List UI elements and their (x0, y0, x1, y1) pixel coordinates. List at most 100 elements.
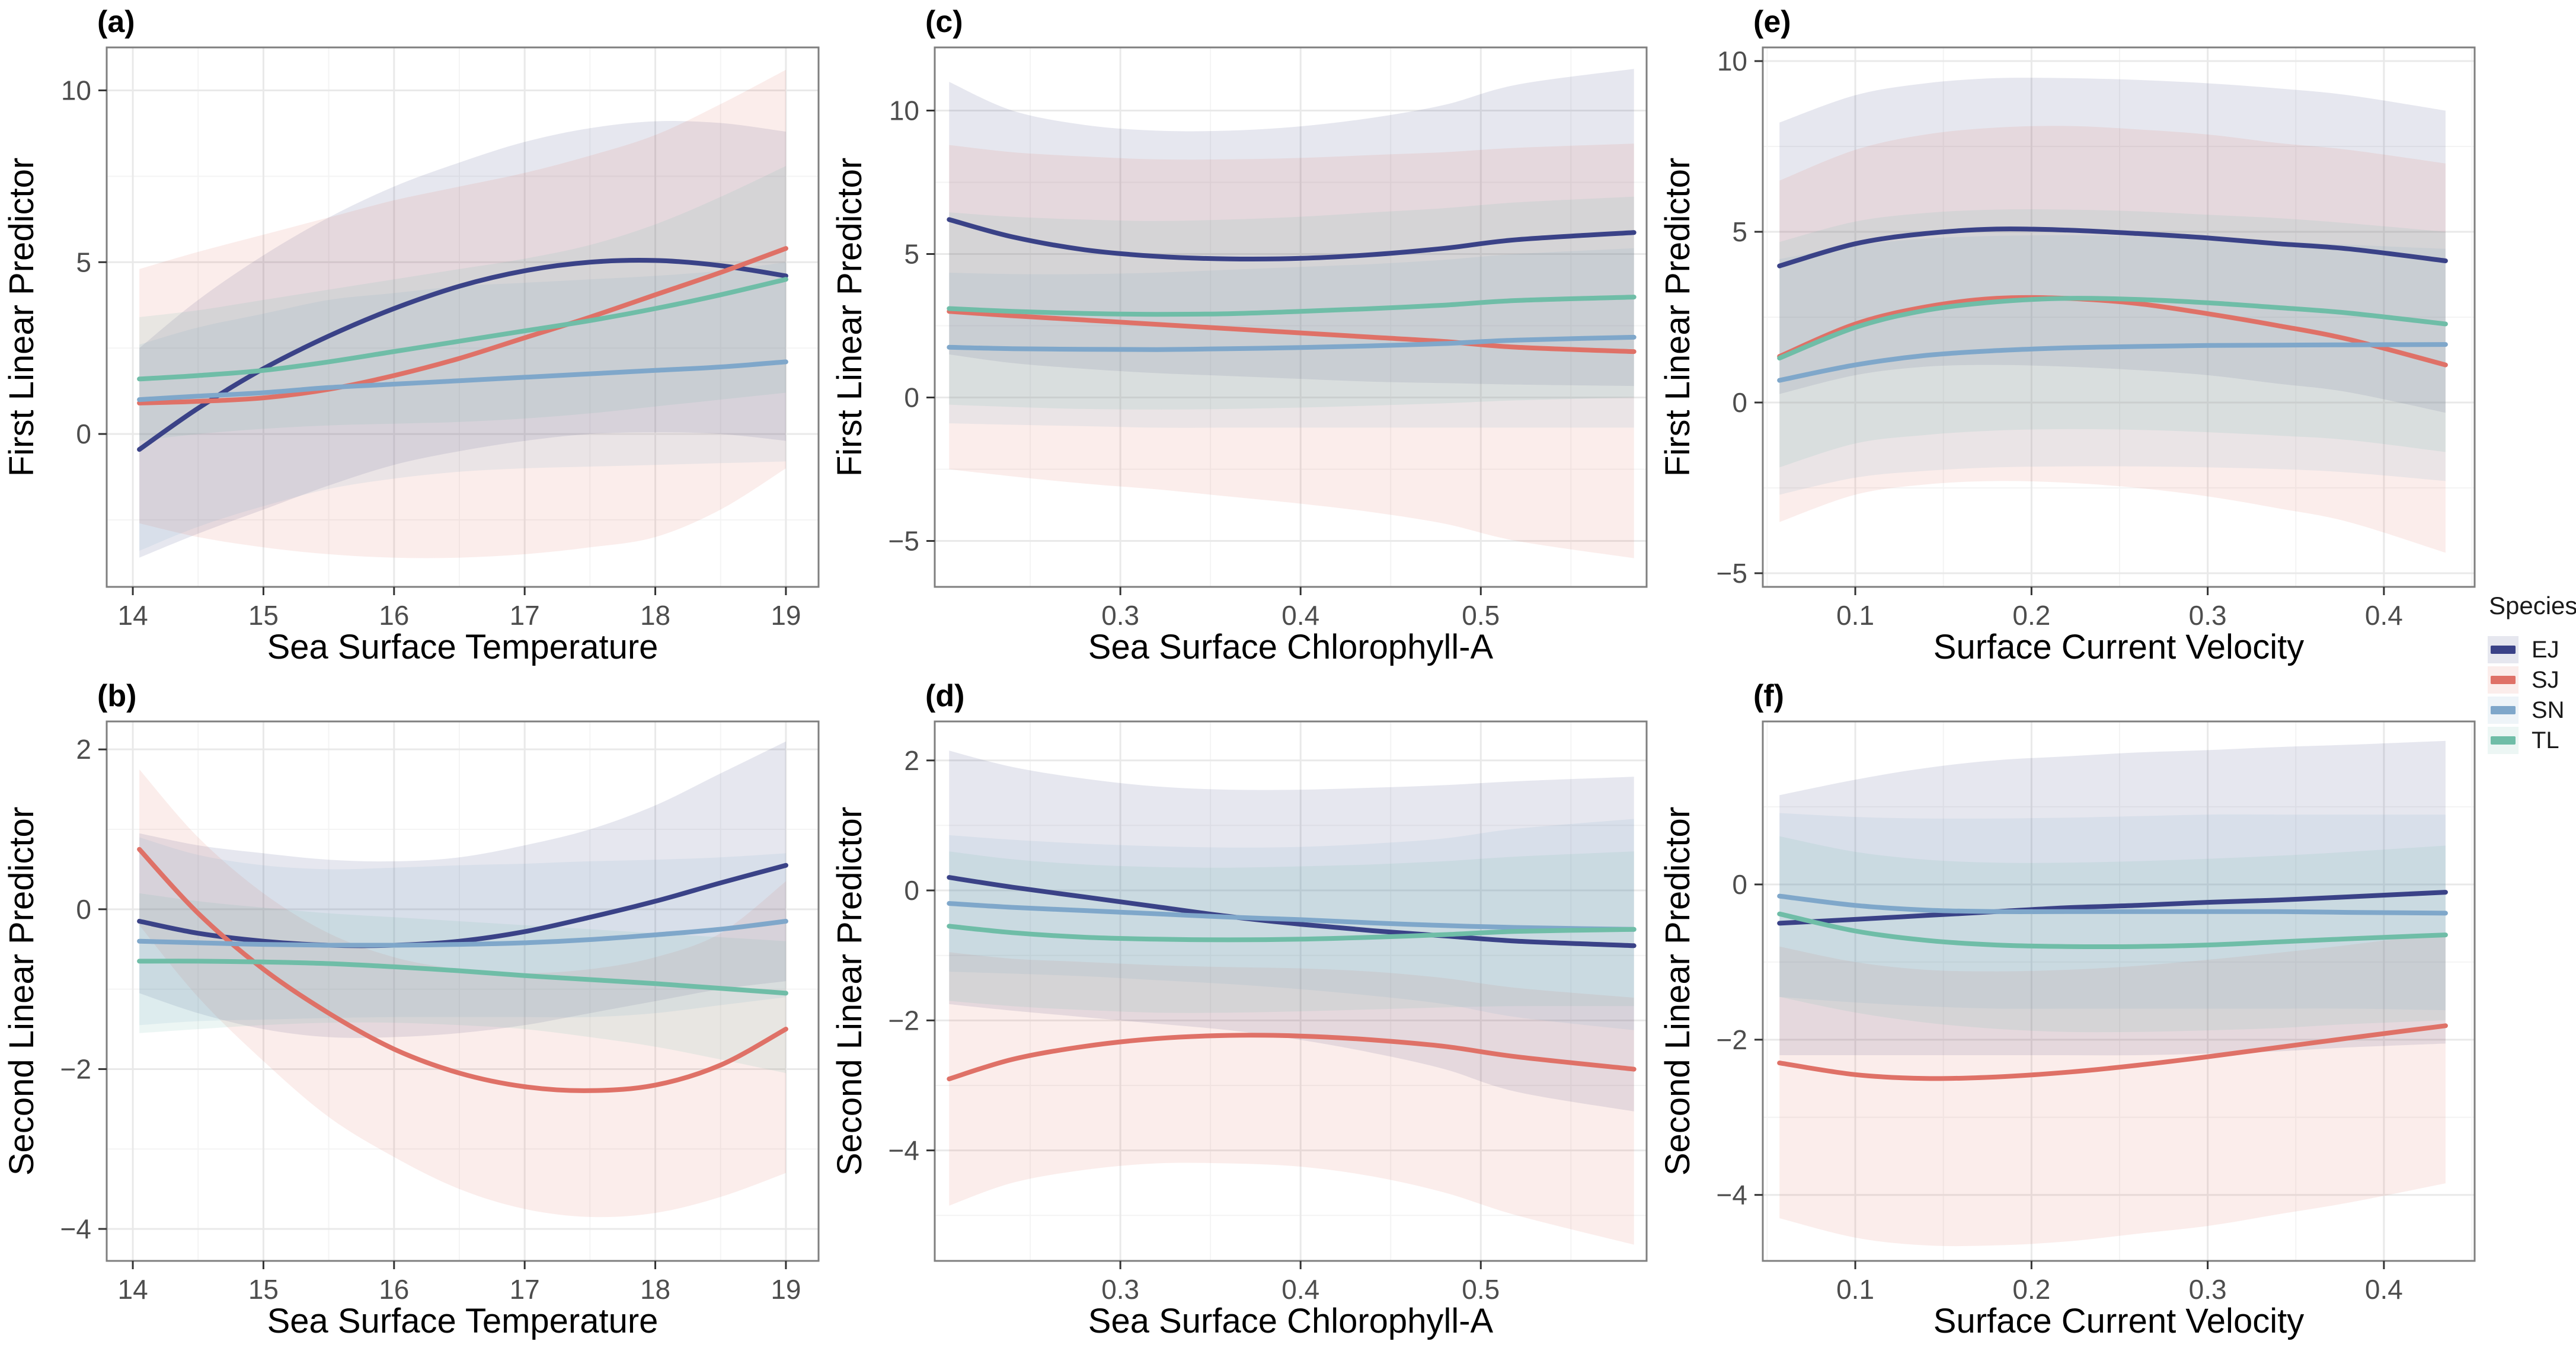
y-tick-label: −4 (1717, 1180, 1747, 1211)
legend-entries: EJ SJ SN TL (2488, 633, 2565, 757)
panel-a: 14 15 16 17 18 19 0 5 10 Sea Surface Temperature F… (0, 0, 828, 674)
ribbon-SJ (949, 952, 1634, 1245)
ribbon-EJ (1779, 78, 2446, 413)
gridlines (935, 721, 1647, 1261)
legend-entry-label: SN (2532, 697, 2565, 723)
panel-d: 0.3 0.4 0.5 −4 −2 0 2 Sea Surface Chlorophyll-A… (828, 674, 1656, 1348)
x-tick-label: 0.4 (2365, 1274, 2403, 1305)
y-tick-label: 0 (904, 382, 919, 413)
legend: Species EJ SJ SN TL (2484, 0, 2576, 1349)
panel-f-chart: 0.1 0.2 0.3 0.4 −4 −2 0 Surface Current Velocit… (1658, 679, 2476, 1340)
y-tick-label: −5 (889, 526, 919, 557)
axes: 14 15 16 17 18 19 0 5 10 (61, 75, 801, 631)
x-tick-label: 16 (379, 1274, 409, 1305)
fitted-curves (947, 875, 1637, 1081)
ribbon-SN (1779, 235, 2446, 495)
ribbon-SJ (1779, 932, 2446, 1247)
legend-entry-SN: SN (2488, 697, 2565, 724)
x-tick-label: 0.3 (1101, 600, 1139, 631)
x-tick-label: 18 (640, 600, 670, 631)
axes: 0.3 0.4 0.5 −4 −2 0 2 (889, 745, 1500, 1305)
panel-c: 0.3 0.4 0.5 −5 0 5 10 Sea Surface Chlorophyll-A… (828, 0, 1656, 674)
ribbon-EJ (949, 750, 1634, 1112)
axes: 0.1 0.2 0.3 0.4 −4 −2 0 (1717, 869, 2403, 1305)
y-tick-label: −2 (60, 1053, 91, 1084)
x-tick-label: 17 (510, 600, 540, 631)
curve-SN (1777, 893, 2448, 916)
legend-entry-TL: TL (2488, 727, 2565, 754)
ribbon-TL (949, 196, 1634, 410)
panel-e-chart: 0.1 0.2 0.3 0.4 −5 0 5 10 Surface Current Veloci… (1658, 5, 2476, 666)
panel-border (106, 46, 820, 588)
x-tick-label: 14 (117, 1274, 148, 1305)
x-tick-label: 0.1 (1836, 600, 1874, 631)
panel-tag: (c) (925, 5, 963, 39)
curve-EJ (137, 258, 788, 452)
legend-entry-label: EJ (2532, 636, 2559, 663)
ribbon-SJ (139, 769, 786, 1218)
curve-SJ (947, 1033, 1637, 1081)
legend-ribbon-swatch (2488, 697, 2519, 724)
panel-tag: (f) (1753, 679, 1784, 713)
y-tick-label: 2 (76, 734, 91, 765)
y-tick-label: 0 (1732, 869, 1747, 900)
curve-EJ (947, 217, 1637, 261)
x-tick-label: 15 (248, 1274, 279, 1305)
y-axis-title: First Linear Predictor (830, 158, 869, 477)
ribbon-SJ (139, 69, 786, 558)
legend-entry-SJ: SJ (2488, 666, 2565, 694)
y-tick-label: 5 (904, 239, 919, 270)
curve-TL (947, 924, 1637, 943)
ribbon-EJ (1779, 740, 2446, 1056)
ribbon-SN (139, 837, 786, 1026)
x-tick-label: 19 (771, 600, 801, 631)
x-axis-title: Surface Current Velocity (1933, 628, 2304, 666)
panel-tag: (e) (1753, 5, 1791, 39)
x-axis-title: Sea Surface Chlorophyll-A (1088, 1302, 1494, 1340)
x-tick-label: 19 (771, 1274, 801, 1305)
curve-SJ (1777, 1023, 2448, 1081)
curve-TL (1777, 911, 2448, 949)
panel-c-chart: 0.3 0.4 0.5 −5 0 5 10 Sea Surface Chlorophyll-A… (830, 5, 1648, 666)
confidence-ribbons (949, 69, 1634, 558)
fitted-curves (947, 217, 1637, 354)
y-tick-label: 10 (889, 95, 919, 126)
x-tick-label: 14 (117, 600, 148, 631)
legend-line-swatch (2491, 736, 2516, 745)
panel-tag: (d) (925, 679, 964, 713)
legend-ribbon-swatch (2488, 727, 2519, 754)
x-tick-label: 15 (248, 600, 279, 631)
legend-ribbon-swatch (2488, 666, 2519, 694)
curve-SN (1777, 342, 2448, 383)
y-tick-label: 5 (76, 247, 91, 277)
panel-d-chart: 0.3 0.4 0.5 −4 −2 0 2 Sea Surface Chlorophyll-A… (830, 679, 1648, 1340)
curve-TL (137, 277, 788, 382)
fitted-curves (137, 847, 788, 1093)
confidence-ribbons (1779, 740, 2446, 1247)
panel-border (1762, 720, 2476, 1262)
legend-line-swatch (2491, 676, 2516, 684)
y-tick-label: 5 (1732, 216, 1747, 247)
curve-SN (947, 334, 1637, 352)
x-tick-label: 17 (510, 1274, 540, 1305)
x-tick-label: 16 (379, 600, 409, 631)
y-tick-label: −4 (60, 1213, 91, 1244)
legend-entry-label: TL (2532, 727, 2559, 753)
ribbon-SN (139, 262, 786, 551)
x-tick-label: 0.2 (2012, 600, 2050, 631)
curve-TL (137, 959, 788, 996)
curve-SN (137, 919, 788, 948)
x-tick-label: 18 (640, 1274, 670, 1305)
y-tick-label: 10 (1717, 46, 1747, 76)
y-tick-label: 0 (76, 894, 91, 925)
x-tick-label: 0.1 (1836, 1274, 1874, 1305)
y-tick-label: 10 (61, 75, 91, 106)
legend-entry-label: SJ (2532, 666, 2559, 693)
y-axis-title: First Linear Predictor (1658, 158, 1697, 477)
y-tick-label: 0 (1732, 387, 1747, 418)
ribbon-SN (949, 248, 1634, 428)
curve-TL (947, 295, 1637, 317)
x-axis-title: Surface Current Velocity (1933, 1302, 2304, 1340)
y-tick-label: 0 (904, 875, 919, 906)
